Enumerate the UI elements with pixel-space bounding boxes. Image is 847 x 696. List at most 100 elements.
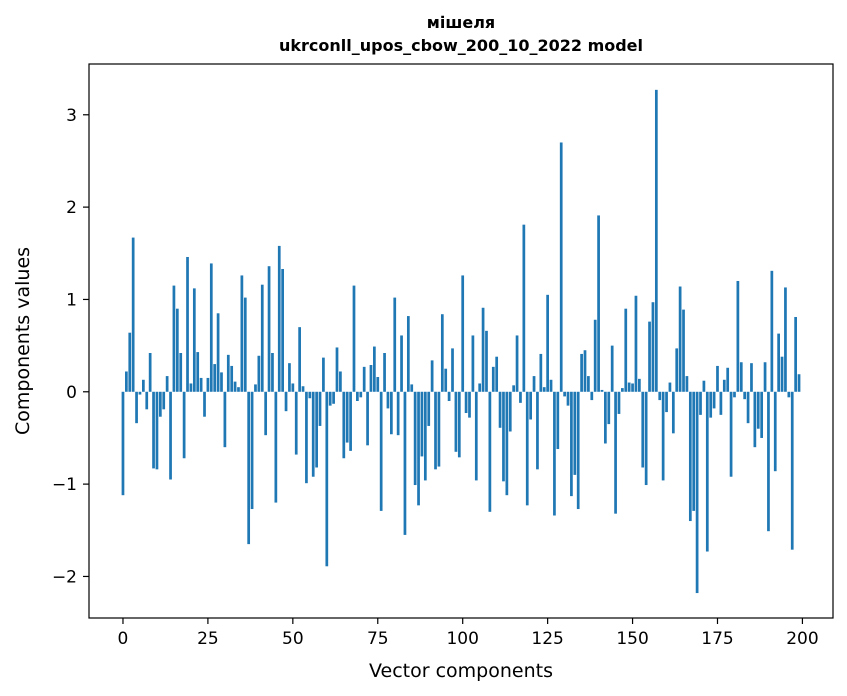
- bar-component-174: [712, 391, 716, 409]
- y-axis: −2 −1 0 1 2 3: [52, 106, 89, 587]
- bar-component-92: [434, 391, 437, 470]
- bar-component-21: [192, 288, 196, 392]
- bar-component-37: [247, 391, 251, 545]
- bar-component-143: [607, 391, 611, 425]
- bar-component-101: [464, 391, 468, 414]
- bar-component-4: [135, 391, 138, 424]
- bar-component-168: [692, 391, 696, 511]
- bar-component-95: [444, 368, 448, 392]
- bar-component-139: [593, 319, 597, 392]
- bar-component-119: [525, 391, 529, 506]
- bar-component-46: [277, 245, 281, 392]
- bar-component-114: [508, 391, 512, 432]
- bar-component-45: [274, 391, 278, 503]
- bar-component-22: [196, 352, 200, 392]
- bar-component-8: [148, 353, 152, 392]
- bar-component-148: [624, 308, 628, 392]
- bar-component-87: [417, 391, 420, 506]
- bar-component-197: [790, 391, 794, 550]
- bar-component-102: [468, 391, 471, 418]
- y-tick-label: 0: [66, 383, 77, 403]
- bar-component-113: [505, 391, 509, 496]
- bar-component-165: [682, 309, 685, 392]
- bar-component-54: [305, 391, 308, 484]
- bar-component-99: [457, 391, 461, 458]
- bar-component-72: [366, 391, 369, 446]
- bar-component-82: [400, 335, 403, 392]
- bar-component-89: [423, 391, 427, 481]
- bar-component-93: [437, 391, 441, 467]
- bar-component-186: [753, 391, 757, 448]
- bar-component-178: [726, 367, 730, 392]
- bar-component-164: [678, 286, 682, 392]
- bar-component-94: [440, 314, 444, 392]
- bar-component-88: [420, 391, 424, 457]
- bar-component-115: [512, 385, 516, 392]
- bar-component-43: [267, 266, 271, 392]
- x-tick-label: 25: [197, 629, 219, 649]
- bar-component-90: [427, 391, 431, 426]
- bar-component-112: [502, 391, 505, 482]
- bar-component-25: [206, 377, 210, 392]
- bar-component-137: [587, 376, 590, 392]
- bar-component-142: [604, 391, 607, 444]
- bar-component-167: [688, 391, 692, 522]
- bar-component-49: [288, 363, 291, 392]
- bar-component-98: [454, 391, 458, 452]
- bar-component-19: [186, 256, 189, 392]
- bar-component-9: [152, 391, 155, 469]
- bar-component-5: [138, 391, 142, 395]
- bar-component-69: [356, 391, 359, 402]
- bar-component-176: [719, 391, 723, 415]
- bar-component-169: [695, 391, 699, 594]
- bar-component-86: [413, 391, 417, 486]
- bar-component-192: [773, 391, 777, 472]
- bar-component-146: [617, 391, 621, 414]
- bar-component-79: [390, 391, 393, 435]
- bar-component-181: [736, 280, 740, 392]
- bar-component-172: [705, 391, 709, 552]
- bar-component-187: [756, 391, 760, 429]
- bar-component-15: [172, 285, 176, 392]
- bar-component-160: [665, 391, 668, 413]
- bar-component-153: [641, 391, 645, 468]
- bar-component-175: [716, 365, 719, 392]
- bar-component-149: [627, 382, 631, 392]
- bar-component-180: [733, 391, 736, 398]
- bar-component-44: [271, 353, 274, 392]
- x-tick-label: 150: [616, 629, 648, 649]
- bar-component-66: [345, 391, 349, 443]
- bar-component-163: [675, 348, 679, 392]
- y-tick-label: 3: [66, 106, 77, 126]
- bar-component-64: [339, 371, 342, 392]
- bar-component-65: [342, 391, 346, 459]
- bar-component-118: [522, 224, 526, 392]
- bar-component-155: [648, 321, 651, 392]
- bar-component-116: [515, 335, 519, 392]
- bar-component-199: [797, 374, 801, 392]
- bar-component-11: [158, 391, 162, 417]
- bar-component-134: [576, 391, 580, 510]
- x-tick-label: 125: [531, 629, 563, 649]
- bar-component-7: [145, 391, 149, 410]
- bar-component-193: [777, 333, 780, 392]
- y-tick-label: 2: [66, 198, 77, 218]
- bar-component-27: [213, 364, 217, 392]
- bar-component-125: [546, 294, 549, 392]
- bar-component-179: [729, 391, 733, 477]
- bar-component-161: [668, 382, 672, 392]
- bar-component-53: [301, 386, 305, 392]
- bar-component-32: [230, 365, 234, 392]
- bar-component-152: [638, 378, 641, 392]
- bar-component-74: [373, 346, 376, 392]
- bar-component-110: [495, 356, 499, 392]
- bar-component-194: [780, 356, 784, 392]
- bar-component-196: [787, 391, 791, 398]
- y-tick-label: −2: [52, 567, 77, 587]
- bar-component-20: [189, 383, 193, 392]
- bar-component-35: [240, 275, 244, 392]
- bar-component-123: [539, 353, 543, 392]
- bar-component-131: [566, 391, 570, 406]
- bar-component-121: [532, 376, 536, 392]
